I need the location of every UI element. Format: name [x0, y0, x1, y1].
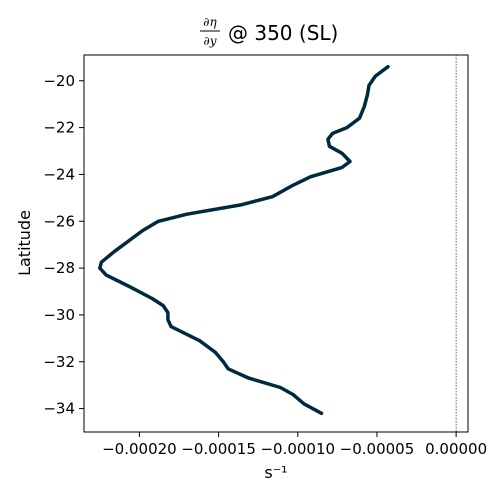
plot-area: [98, 55, 457, 432]
x-tick-label-0: −0.00020: [102, 440, 177, 458]
y-tick-label-1: −22: [43, 119, 75, 137]
y-tick-label-6: −32: [43, 353, 75, 371]
x-axis-ticks: −0.00020 −0.00015 −0.00010 −0.00005 0.00000: [102, 432, 487, 458]
y-axis-label: Latitude: [15, 210, 34, 276]
title-fraction-denominator: ∂y: [204, 34, 217, 48]
y-tick-label-0: −20: [43, 72, 75, 90]
y-tick-label-2: −24: [43, 165, 75, 183]
x-axis-label: s⁻¹: [264, 463, 287, 482]
title-fraction-numerator: ∂η: [203, 15, 217, 29]
y-tick-label-5: −30: [43, 306, 75, 324]
x-tick-label-2: −0.00010: [260, 440, 335, 458]
y-tick-label-3: −26: [43, 212, 75, 230]
axes-frame: [83, 54, 469, 433]
y-axis-ticks: −20 −22 −24 −26 −28 −30 −32 −34: [43, 72, 84, 418]
chart-title: ∂η ∂y @ 350 (SL): [200, 15, 338, 48]
title-suffix: @ 350 (SL): [228, 21, 338, 45]
series-line-0: [98, 64, 390, 416]
x-tick-label-4: 0.00000: [425, 440, 487, 458]
x-tick-label-1: −0.00015: [181, 440, 256, 458]
x-tick-label-3: −0.00005: [340, 440, 415, 458]
y-tick-label-7: −34: [43, 400, 75, 418]
y-tick-label-4: −28: [43, 259, 75, 277]
